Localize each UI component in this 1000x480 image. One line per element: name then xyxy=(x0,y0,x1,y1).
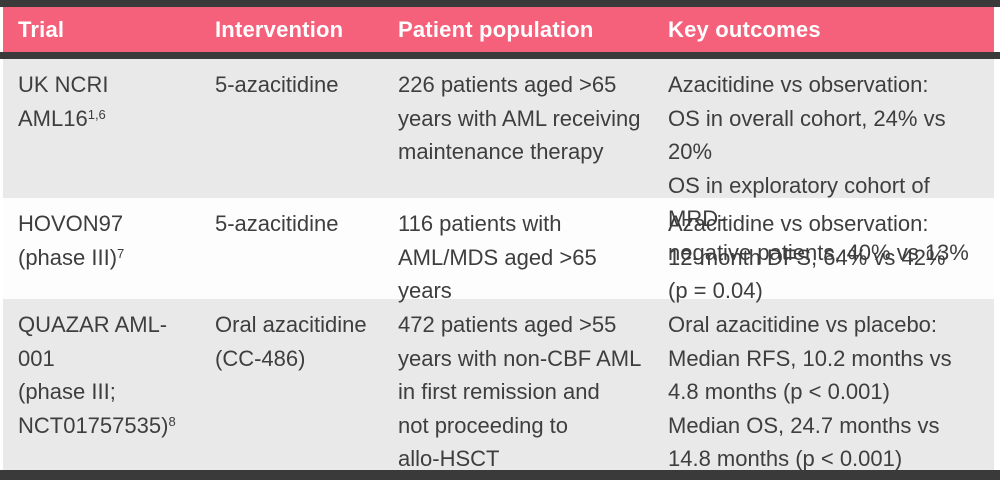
table-row-quazar-aml-001: QUAZAR AML-001 (phase III; NCT01757535)8… xyxy=(3,299,994,471)
trial-name: QUAZAR AML-001 (phase III; NCT01757535) xyxy=(18,312,169,438)
column-header-trial: Trial xyxy=(18,16,65,42)
outcomes-cell: Oral azacitidine vs placebo: Median RFS,… xyxy=(668,312,952,471)
column-header-key-outcomes: Key outcomes xyxy=(668,16,821,42)
column-header-intervention: Intervention xyxy=(215,16,344,42)
intervention-cell: Oral azacitidine (CC-486) xyxy=(215,312,367,371)
trial-cell: UK NCRI AML161,6 xyxy=(3,68,215,269)
trial-cell: HOVON97 (phase III)7 xyxy=(3,207,215,308)
intervention-cell: 5-azacitidine xyxy=(215,72,339,97)
table-bottom-rule xyxy=(0,470,1000,480)
header-separator-rule xyxy=(0,52,1000,59)
reference-superscript: 8 xyxy=(168,413,176,429)
outcomes-cell: Azacitidine vs observation: OS in overal… xyxy=(668,72,969,265)
table-row-uk-ncri-aml16: UK NCRI AML161,6 5-azacitidine 226 patie… xyxy=(3,59,994,265)
reference-superscript: 7 xyxy=(117,245,125,261)
outcomes-cell: Azacitidine vs observation: 12-month DFS… xyxy=(668,211,946,303)
trial-name: UK NCRI AML16 xyxy=(18,72,109,131)
trial-cell: QUAZAR AML-001 (phase III; NCT01757535)8 xyxy=(3,308,215,476)
population-cell: 472 patients aged >55 years with non-CBF… xyxy=(398,312,642,471)
table-top-rule xyxy=(0,0,1000,7)
population-cell: 116 patients with AML/MDS aged >65 years xyxy=(398,211,597,303)
column-header-patient-population: Patient population xyxy=(398,16,594,42)
reference-superscript: 1,6 xyxy=(87,106,106,122)
intervention-cell: 5-azacitidine xyxy=(215,211,339,236)
table-row-hovon97: HOVON97 (phase III)7 5-azacitidine 116 p… xyxy=(3,198,994,303)
table-header-row: Trial Intervention Patient population Ke… xyxy=(3,7,994,52)
population-cell: 226 patients aged >65 years with AML rec… xyxy=(398,72,641,164)
trial-name: HOVON97 (phase III) xyxy=(18,211,124,270)
